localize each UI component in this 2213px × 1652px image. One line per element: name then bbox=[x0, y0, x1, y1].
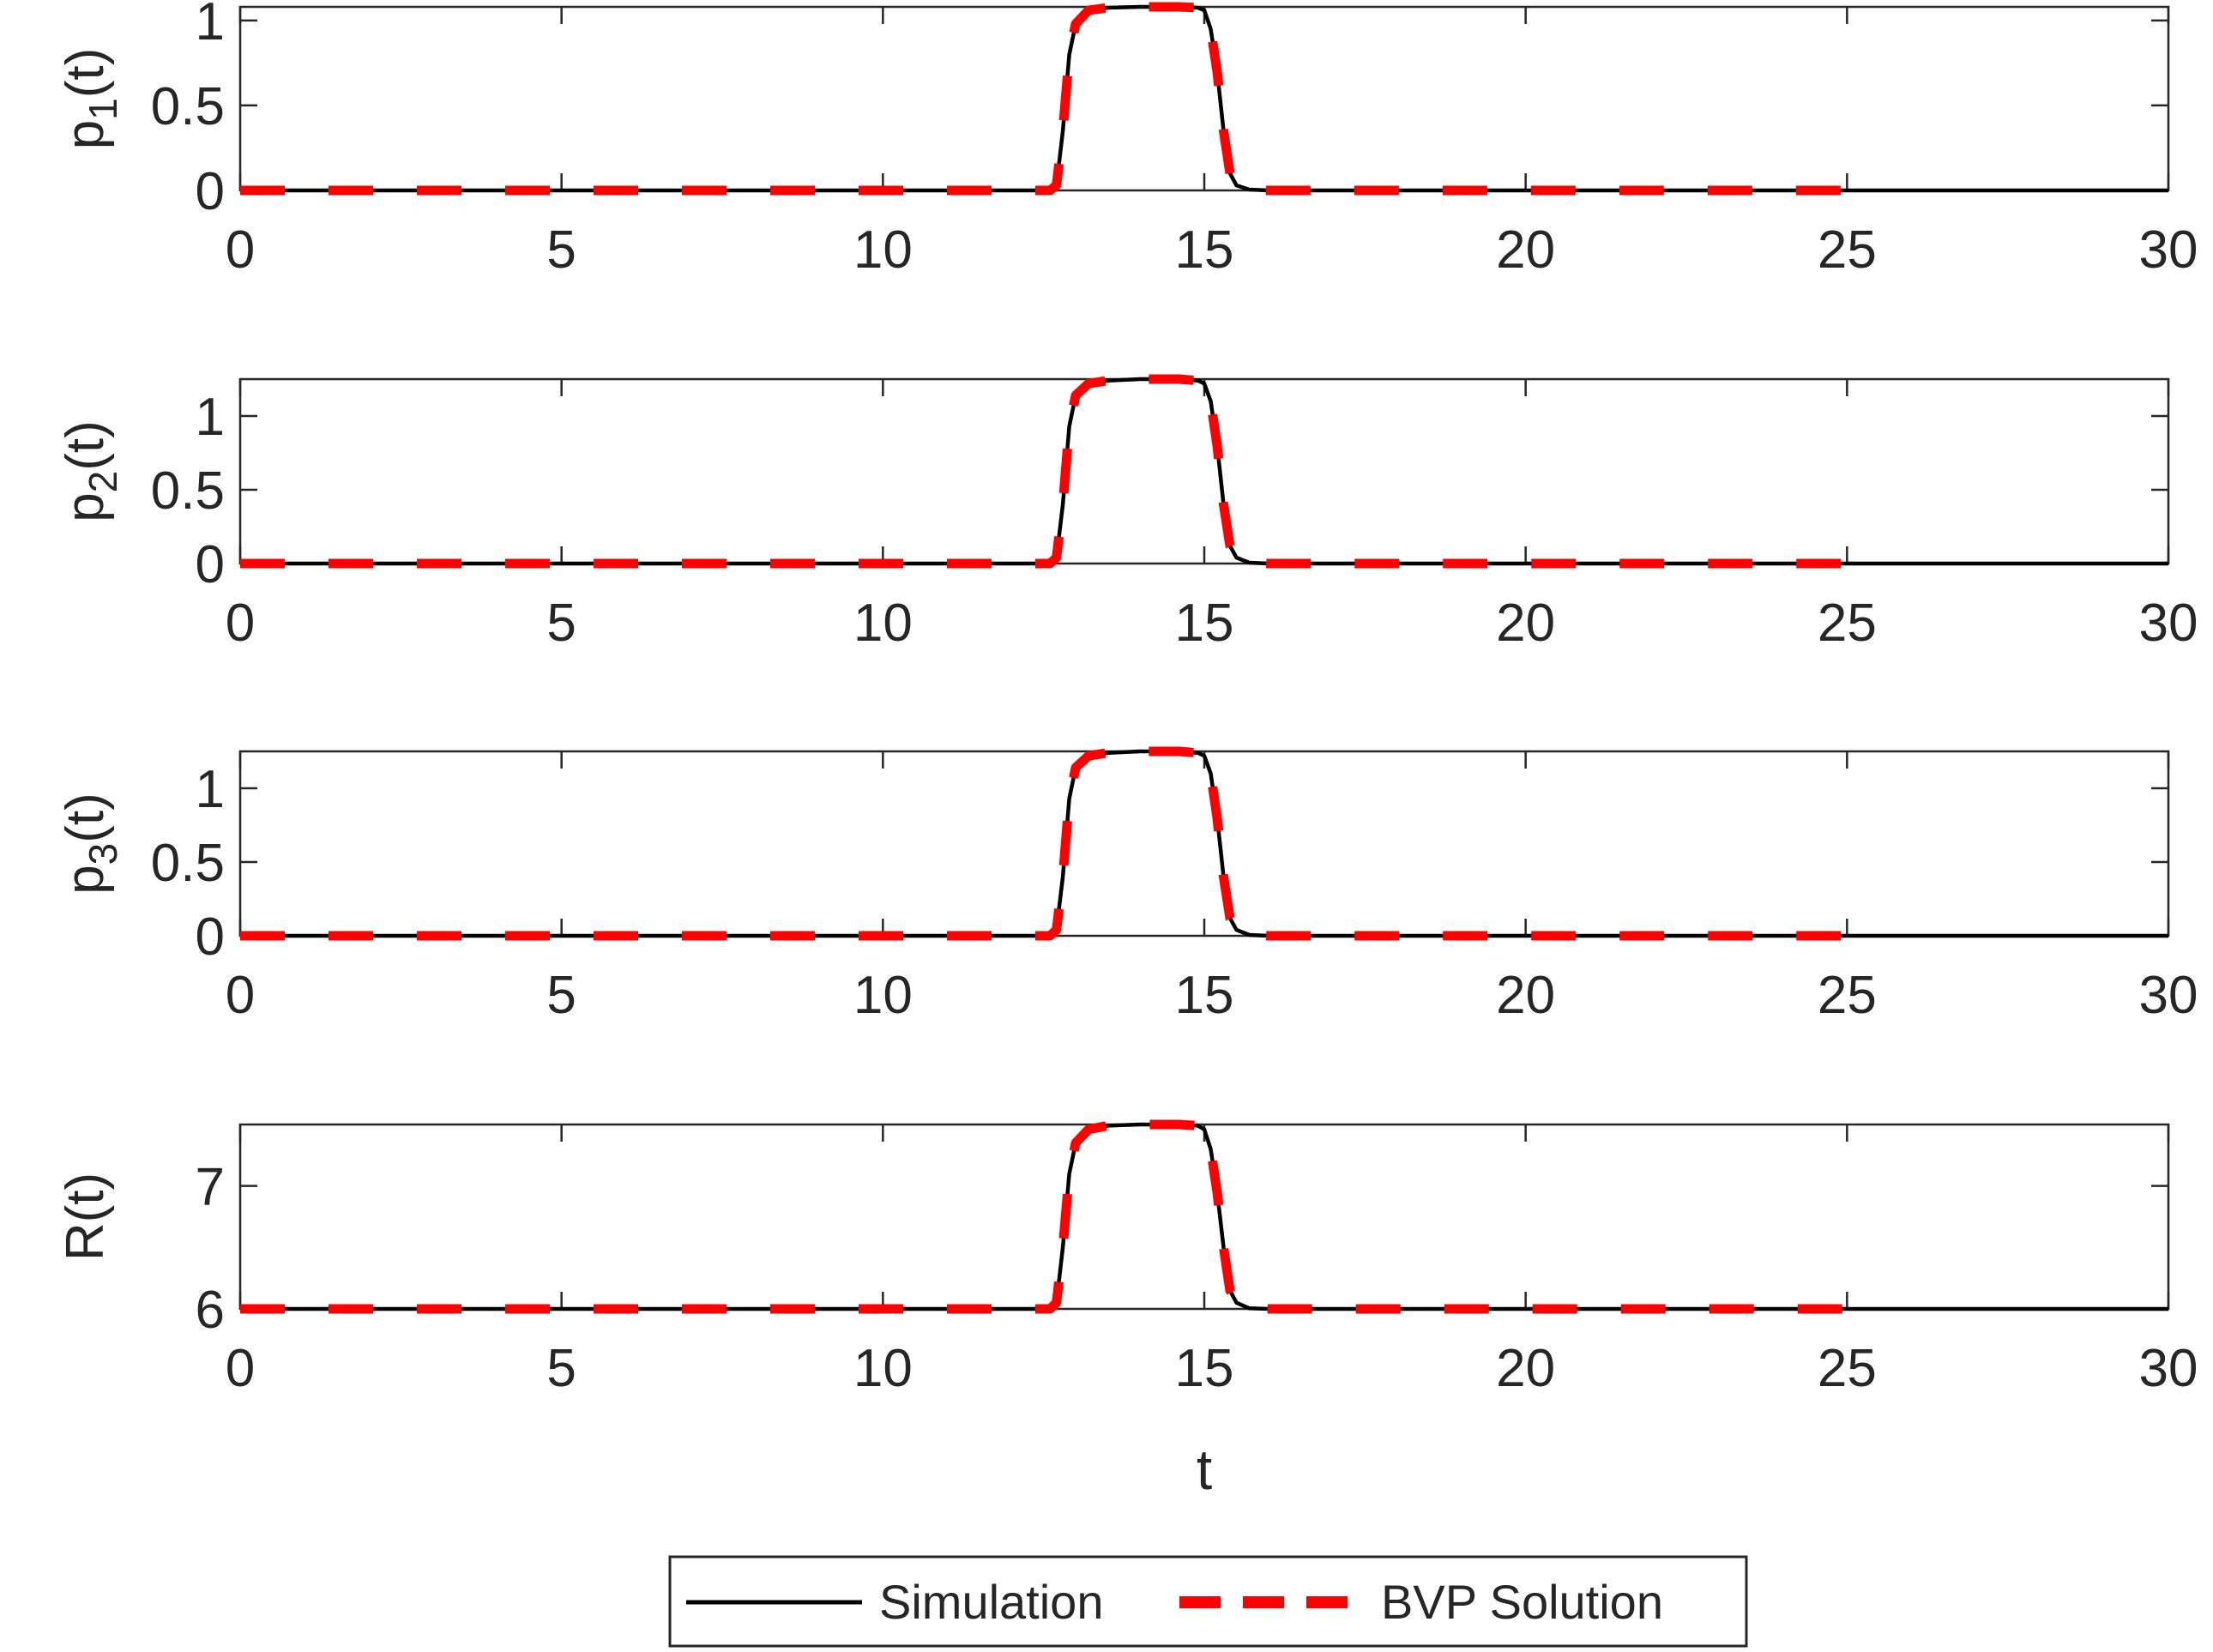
y-tick-label: 1 bbox=[196, 760, 225, 819]
series-bvp-solution-line bbox=[240, 1119, 1848, 1314]
x-tick-label: 15 bbox=[1175, 1339, 1234, 1398]
x-tick-label: 5 bbox=[546, 220, 576, 280]
axes-frame bbox=[238, 377, 2170, 565]
y-tick-label: 0 bbox=[196, 907, 225, 967]
x-tick-label: 25 bbox=[1818, 1339, 1877, 1398]
x-tick-label: 10 bbox=[853, 594, 913, 653]
x-tick-label: 15 bbox=[1175, 594, 1234, 653]
x-tick-label: 20 bbox=[1496, 594, 1555, 653]
y-axis-label-subscript: 3 bbox=[81, 843, 125, 865]
x-tick-label: 15 bbox=[1175, 966, 1234, 1025]
x-tick-label: 0 bbox=[226, 594, 255, 653]
y-axis-label-main: p bbox=[56, 492, 115, 522]
subplot-2: 0 5 10 15 20 25 30 0 0.5 1 p2(t) bbox=[56, 374, 2198, 653]
y-axis-label-subscript: 2 bbox=[81, 471, 125, 493]
y-tick-label: 1 bbox=[196, 388, 225, 447]
y-tick-label: 1 bbox=[196, 0, 225, 51]
legend-bvp-label: BVP Solution bbox=[1381, 1575, 1663, 1629]
x-axis-label: t bbox=[1197, 1438, 1212, 1501]
x-tick-label: 5 bbox=[546, 966, 576, 1025]
legend: Simulation BVP Solution bbox=[668, 1555, 1748, 1648]
x-tick-label: 25 bbox=[1818, 966, 1877, 1025]
y-axis-label-main: p bbox=[56, 865, 115, 894]
y-axis-label: p3(t) bbox=[56, 793, 125, 895]
series-bvp-solution-line bbox=[240, 374, 1848, 569]
x-tick-label: 20 bbox=[1496, 220, 1555, 280]
legend-simulation-label: Simulation bbox=[879, 1575, 1103, 1629]
x-tick-label: 15 bbox=[1175, 220, 1234, 280]
y-tick-label: 0 bbox=[196, 535, 225, 594]
x-tick-label: 30 bbox=[2139, 1339, 2198, 1398]
x-tick-label: 20 bbox=[1496, 966, 1555, 1025]
x-tick-label: 25 bbox=[1818, 594, 1877, 653]
x-tick-label: 10 bbox=[853, 220, 913, 280]
y-tick-label: 0 bbox=[196, 162, 225, 221]
x-tick-label: 0 bbox=[226, 1339, 255, 1398]
x-tick-label: 20 bbox=[1496, 1339, 1555, 1398]
series-bvp-solution-line bbox=[240, 746, 1848, 941]
subplot-4: 0 5 10 15 20 25 30 6 7 R(t) t bbox=[56, 1119, 2198, 1501]
y-axis-label-suffix: (t) bbox=[56, 420, 115, 471]
x-tick-label: 10 bbox=[853, 1339, 913, 1398]
y-tick-label: 0.5 bbox=[151, 461, 225, 521]
axes-frame bbox=[238, 1123, 2170, 1311]
y-tick-label: 6 bbox=[196, 1281, 225, 1340]
x-tick-label: 0 bbox=[226, 966, 255, 1025]
y-tick-label: 0.5 bbox=[151, 834, 225, 893]
y-axis-label: R(t) bbox=[56, 1173, 115, 1261]
axes-frame bbox=[238, 5, 2170, 192]
y-axis-label-main: p bbox=[56, 120, 115, 149]
y-axis-label-suffix: (t) bbox=[56, 793, 115, 843]
series-bvp-solution-line bbox=[240, 2, 1848, 196]
y-tick-label: 7 bbox=[196, 1158, 225, 1217]
y-tick-label: 0.5 bbox=[151, 77, 225, 136]
x-tick-label: 25 bbox=[1818, 220, 1877, 280]
y-axis-label-suffix: (t) bbox=[56, 48, 115, 99]
axes-frame bbox=[238, 750, 2170, 938]
x-tick-label: 30 bbox=[2139, 966, 2198, 1025]
subplot-3: 0 5 10 15 20 25 30 0 0.5 1 p3(t) bbox=[56, 746, 2198, 1025]
x-tick-label: 0 bbox=[226, 220, 255, 280]
y-axis-label-subscript: 1 bbox=[81, 98, 125, 120]
x-tick-label: 5 bbox=[546, 1339, 576, 1398]
x-tick-label: 5 bbox=[546, 594, 576, 653]
y-axis-label-main: R(t) bbox=[56, 1173, 115, 1261]
x-tick-label: 30 bbox=[2139, 220, 2198, 280]
y-axis-label: p1(t) bbox=[56, 48, 125, 150]
x-tick-label: 30 bbox=[2139, 594, 2198, 653]
x-tick-label: 10 bbox=[853, 966, 913, 1025]
y-axis-label: p2(t) bbox=[56, 420, 125, 522]
